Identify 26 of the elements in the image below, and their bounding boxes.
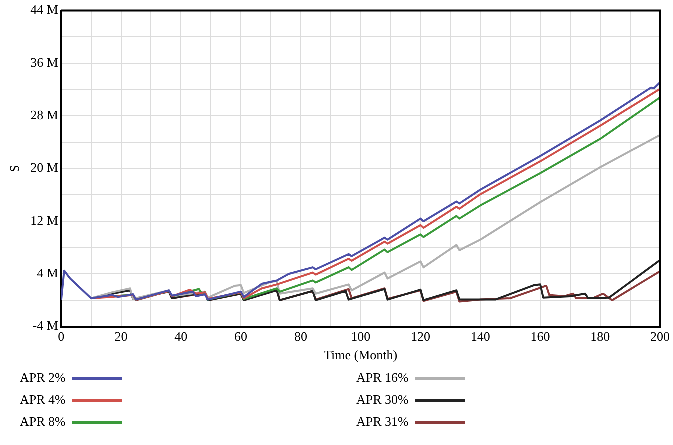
x-tick-label: 120 bbox=[410, 329, 430, 344]
y-tick-label: 28 M bbox=[30, 108, 59, 123]
y-tick-label: 36 M bbox=[30, 54, 59, 70]
legend-label: APR 8% bbox=[19, 414, 66, 430]
x-axis-title: Time (Month) bbox=[324, 348, 398, 363]
legend-label: APR 31% bbox=[356, 414, 409, 430]
x-tick-label: 160 bbox=[530, 329, 550, 344]
legend-label: APR 4% bbox=[19, 392, 66, 408]
y-tick-label: 12 M bbox=[30, 212, 59, 228]
legend-label: APR 30% bbox=[356, 392, 409, 408]
x-tick-label: 0 bbox=[58, 329, 65, 344]
y-tick-label: -4 M bbox=[32, 318, 59, 334]
y-tick-label: 20 M bbox=[30, 160, 59, 176]
x-tick-label: 140 bbox=[470, 329, 490, 344]
y-tick-label: 4 M bbox=[37, 266, 59, 281]
legend-label: APR 16% bbox=[356, 370, 409, 386]
x-tick-label: 80 bbox=[294, 329, 308, 344]
y-axis-title: S bbox=[7, 165, 22, 172]
x-tick-label: 100 bbox=[351, 329, 371, 344]
x-tick-label: 40 bbox=[174, 329, 188, 344]
x-tick-label: 180 bbox=[590, 329, 610, 344]
x-tick-label: 60 bbox=[234, 329, 248, 344]
legend-label: APR 2% bbox=[19, 370, 66, 386]
x-tick-label: 200 bbox=[650, 329, 670, 344]
x-tick-label: 20 bbox=[114, 329, 128, 344]
y-tick-label: 44 M bbox=[30, 2, 59, 18]
